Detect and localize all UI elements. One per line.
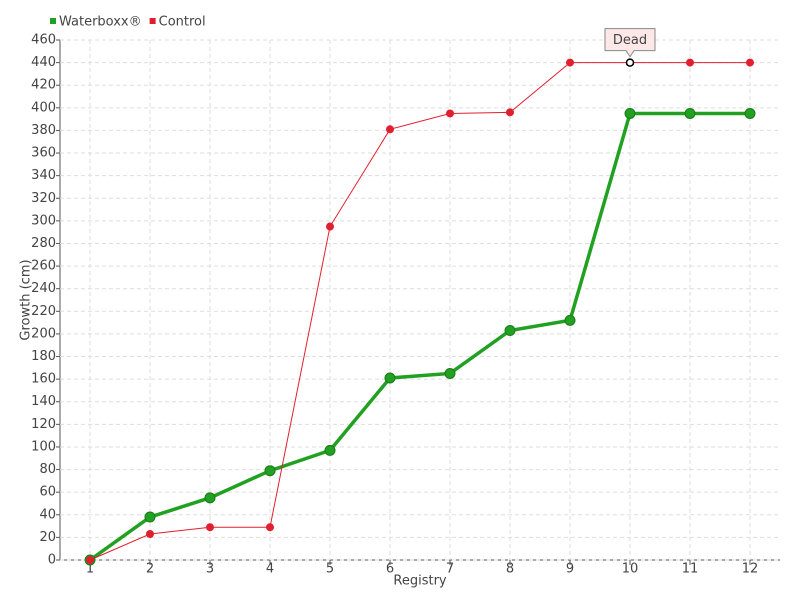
x-axis-label: Registry xyxy=(393,574,447,589)
data-point xyxy=(624,107,636,119)
data-point xyxy=(446,109,454,118)
data-point xyxy=(564,314,576,326)
data-point xyxy=(506,108,514,117)
legend-label: Control xyxy=(159,15,206,30)
y-tick-label: 60 xyxy=(39,485,56,500)
x-tick-label: 10 xyxy=(622,562,639,577)
y-tick-label: 260 xyxy=(31,259,56,274)
y-tick-label: 80 xyxy=(39,462,56,477)
data-point xyxy=(746,58,754,67)
data-point xyxy=(326,222,334,231)
data-point xyxy=(684,107,696,119)
data-point xyxy=(444,367,456,379)
data-point xyxy=(566,58,574,67)
y-tick-label: 340 xyxy=(31,168,56,183)
y-tick-label: 0 xyxy=(48,553,56,568)
series-line xyxy=(89,62,750,561)
data-point xyxy=(146,530,154,538)
x-tick-label: 12 xyxy=(742,562,759,577)
data-point xyxy=(266,523,274,532)
annotation-text: Dead xyxy=(613,33,647,48)
x-tick-label: 6 xyxy=(386,562,394,577)
x-tick-label: 5 xyxy=(326,562,334,577)
data-point xyxy=(264,465,276,477)
y-tick-label: 320 xyxy=(31,191,56,206)
x-tick-label: 3 xyxy=(206,562,214,577)
y-tick-label: 180 xyxy=(31,349,56,364)
grid xyxy=(60,39,780,561)
data-point xyxy=(204,492,216,504)
legend-swatch xyxy=(149,18,156,24)
x-tick-label: 2 xyxy=(146,562,154,577)
y-tick-label: 360 xyxy=(31,146,56,161)
legend-swatch xyxy=(50,18,56,24)
y-tick-label: 240 xyxy=(31,281,56,296)
y-tick-label: 400 xyxy=(31,100,56,115)
y-tick-label: 20 xyxy=(39,530,56,545)
y-tick-label: 460 xyxy=(31,33,56,48)
y-tick-label: 140 xyxy=(31,394,56,409)
data-point xyxy=(384,372,396,384)
y-tick-label: 300 xyxy=(31,213,56,228)
data-point xyxy=(86,556,94,564)
y-tick-label: 200 xyxy=(31,326,56,341)
x-tick-label: 8 xyxy=(506,562,514,577)
y-tick-label: 100 xyxy=(31,439,56,454)
y-axis-label: Growth (cm) xyxy=(19,259,34,340)
legend-label: Waterboxx® xyxy=(59,15,142,30)
y-tick-label: 280 xyxy=(31,236,56,251)
data-point xyxy=(324,444,336,456)
x-tick-label: 4 xyxy=(266,562,274,577)
x-tick-label: 9 xyxy=(566,562,574,577)
y-tick-label: 40 xyxy=(39,507,56,522)
x-tick-label: 11 xyxy=(682,562,699,577)
x-tick-label: 7 xyxy=(446,562,454,577)
y-tick-label: 440 xyxy=(31,55,56,70)
data-point xyxy=(206,523,214,532)
data-point xyxy=(686,58,694,67)
data-point xyxy=(144,511,156,523)
annotation-marker xyxy=(625,58,635,67)
x-tick-label: 1 xyxy=(86,562,94,577)
series-line xyxy=(88,111,750,562)
y-tick-label: 220 xyxy=(31,304,56,319)
y-tick-label: 120 xyxy=(31,417,56,432)
data-point xyxy=(386,125,394,134)
y-tick-label: 420 xyxy=(31,78,56,93)
data-point xyxy=(744,107,756,119)
y-tick-label: 160 xyxy=(31,372,56,387)
data-point xyxy=(504,325,516,337)
y-tick-label: 380 xyxy=(31,123,56,138)
annotation-box xyxy=(604,28,656,58)
